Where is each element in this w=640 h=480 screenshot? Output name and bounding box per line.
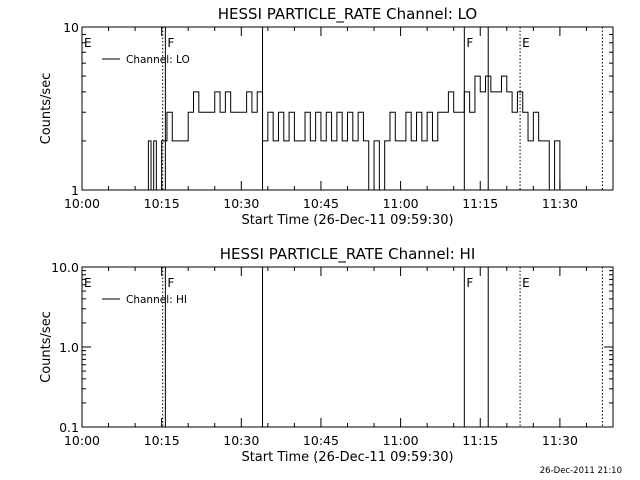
y-axis-label: Counts/sec xyxy=(39,73,54,145)
x-tick-label: 10:00 xyxy=(64,196,100,211)
x-axis-label: Start Time (26-Dec-11 09:59:30) xyxy=(241,213,453,228)
x-tick-label: 11:00 xyxy=(383,433,419,448)
x-tick-label: 10:45 xyxy=(303,433,339,448)
x-tick-label: 10:30 xyxy=(223,433,259,448)
x-tick-label: 11:30 xyxy=(542,196,578,211)
chart-title: HESSI PARTICLE_RATE Channel: HI xyxy=(220,245,476,264)
event-marker: E xyxy=(84,36,92,50)
event-marker: E xyxy=(84,276,92,290)
y-axis-label: Counts/sec xyxy=(39,311,54,383)
x-tick-label: 10:45 xyxy=(303,196,339,211)
y-tick-label: 0.1 xyxy=(59,420,79,435)
x-tick-label: 11:15 xyxy=(462,433,498,448)
event-marker: E xyxy=(522,36,530,50)
y-tick-label: 1.0 xyxy=(59,340,79,355)
legend-label: Channel: LO xyxy=(126,54,190,66)
event-marker: F xyxy=(466,36,473,50)
event-marker: F xyxy=(167,276,174,290)
chart-title: HESSI PARTICLE_RATE Channel: LO xyxy=(218,5,477,24)
event-marker: F xyxy=(466,276,473,290)
plot-frame xyxy=(81,266,614,428)
x-tick-label: 11:00 xyxy=(383,196,419,211)
event-marker: F xyxy=(167,36,174,50)
x-tick-label: 11:30 xyxy=(542,433,578,448)
x-tick-label: 10:15 xyxy=(144,433,180,448)
x-tick-label: 11:15 xyxy=(462,196,498,211)
legend-label: Channel: HI xyxy=(126,294,187,306)
y-tick-label: 10 xyxy=(63,20,79,35)
series-line xyxy=(82,75,613,191)
lo-channel-panel: HESSI PARTICLE_RATE Channel: LO 10:00 10:1… xyxy=(39,5,614,228)
x-tick-label: 10:00 xyxy=(64,433,100,448)
x-tick-label: 10:15 xyxy=(144,196,180,211)
timestamp: 26-Dec-2011 21:10 xyxy=(540,466,622,476)
hi-channel-panel: HESSI PARTICLE_RATE Channel: HI 10:00 10:1… xyxy=(39,245,614,465)
y-tick-label: 1 xyxy=(71,183,79,198)
event-marker: E xyxy=(522,276,530,290)
x-axis-label: Start Time (26-Dec-11 09:59:30) xyxy=(241,450,453,465)
y-tick-label: 10.0 xyxy=(51,260,79,275)
x-tick-label: 10:30 xyxy=(223,196,259,211)
